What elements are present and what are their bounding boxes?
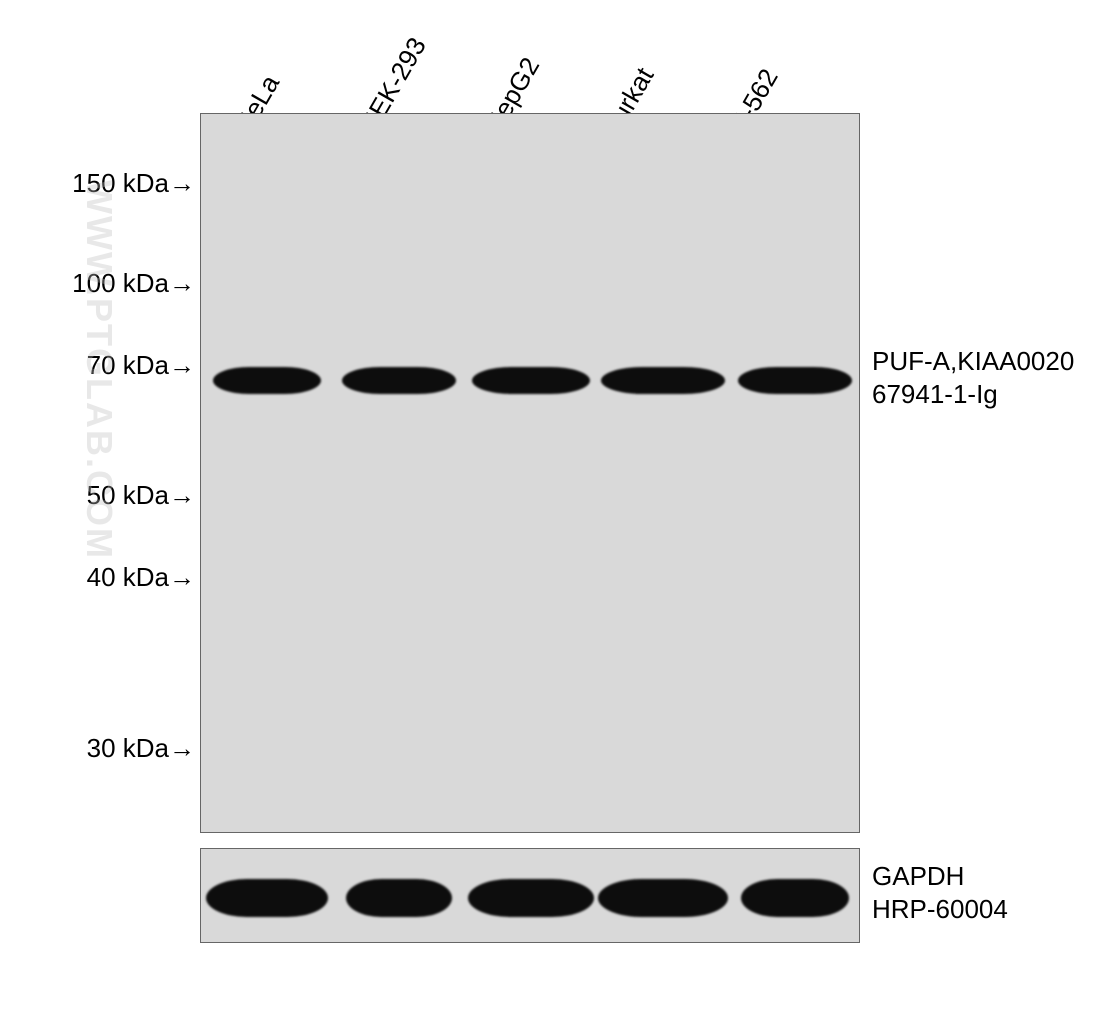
watermark: WWW.PTGLAB.COM <box>78 180 120 560</box>
main-blot <box>200 113 860 833</box>
gapdh-blot-band-4 <box>741 879 849 917</box>
main-blot-band-2 <box>472 367 591 394</box>
main-blot-band-3 <box>601 367 725 394</box>
mw-marker-5: 30 kDa→ <box>35 733 195 764</box>
right-label-gapdh-line1: GAPDH <box>872 860 1008 893</box>
gapdh-blot-band-3 <box>598 879 727 917</box>
main-blot-band-0 <box>213 367 321 394</box>
mw-marker-4: 40 kDa→ <box>35 562 195 593</box>
right-label-gapdh-line2: HRP-60004 <box>872 893 1008 926</box>
gapdh-blot-band-2 <box>468 879 593 917</box>
western-blot-figure: HeLaHEK-293HepG2JurkatK-562150 kDa→100 k… <box>0 0 1101 1011</box>
right-label-main-line1: PUF-A,KIAA0020 <box>872 345 1074 378</box>
gapdh-blot-band-1 <box>346 879 452 917</box>
right-label-main: PUF-A,KIAA002067941-1-Ig <box>872 345 1074 410</box>
right-label-main-line2: 67941-1-Ig <box>872 378 1074 411</box>
main-blot-band-1 <box>342 367 456 394</box>
gapdh-blot-band-0 <box>206 879 327 917</box>
main-blot-band-4 <box>738 367 852 394</box>
right-label-gapdh: GAPDHHRP-60004 <box>872 860 1008 925</box>
gapdh-blot <box>200 848 860 943</box>
